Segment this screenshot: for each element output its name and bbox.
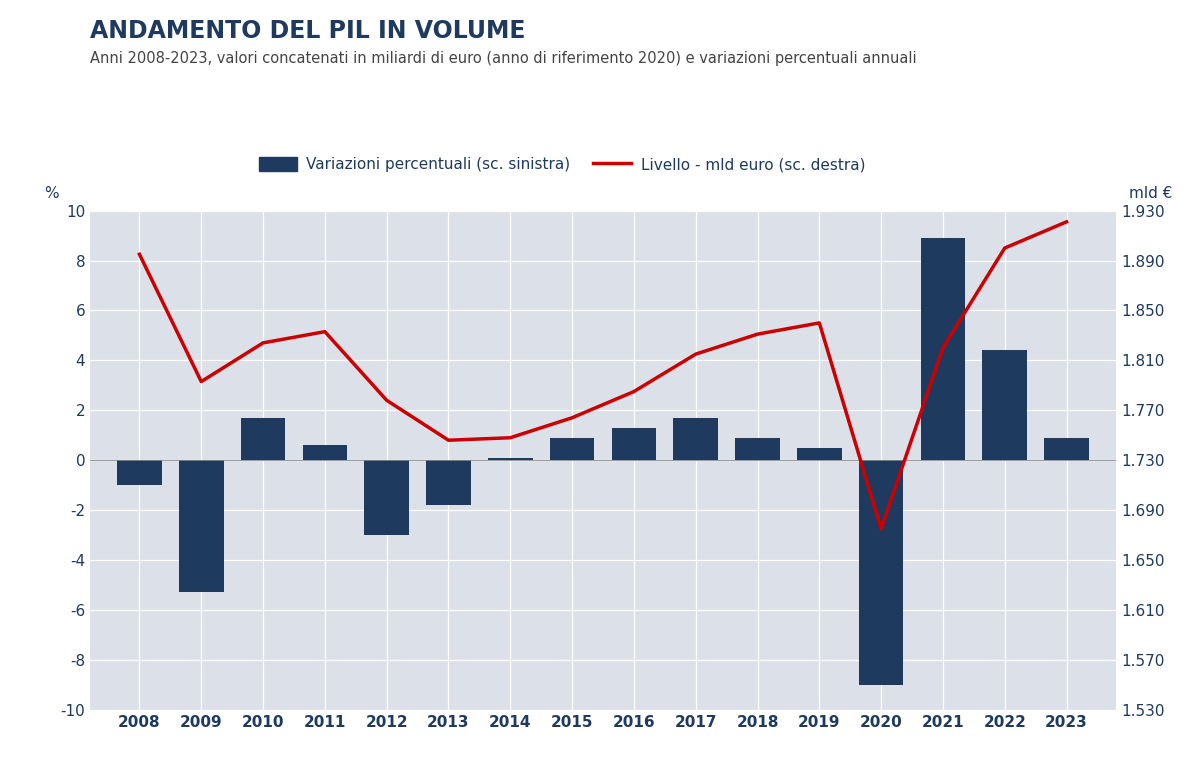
Bar	[1044, 438, 1088, 460]
Text: %: %	[44, 186, 59, 200]
Text: Anni 2008-2023, valori concatenati in miliardi di euro (anno di riferimento 2020: Anni 2008-2023, valori concatenati in mi…	[90, 51, 917, 66]
Bar	[118, 460, 162, 485]
Text: mld €: mld €	[1129, 186, 1172, 200]
Bar	[859, 460, 904, 685]
Bar	[673, 418, 718, 460]
Bar	[920, 238, 965, 460]
Bar	[426, 460, 470, 505]
Bar	[488, 458, 533, 460]
Text: ANDAMENTO DEL PIL IN VOLUME: ANDAMENTO DEL PIL IN VOLUME	[90, 20, 526, 44]
Legend: Variazioni percentuali (sc. sinistra), Livello - mld euro (sc. destra): Variazioni percentuali (sc. sinistra), L…	[253, 151, 871, 178]
Bar	[550, 438, 594, 460]
Bar	[736, 438, 780, 460]
Bar	[365, 460, 409, 535]
Bar	[302, 445, 347, 460]
Bar	[179, 460, 223, 593]
Bar	[612, 427, 656, 460]
Bar	[983, 350, 1027, 460]
Bar	[797, 448, 841, 460]
Bar	[241, 418, 286, 460]
